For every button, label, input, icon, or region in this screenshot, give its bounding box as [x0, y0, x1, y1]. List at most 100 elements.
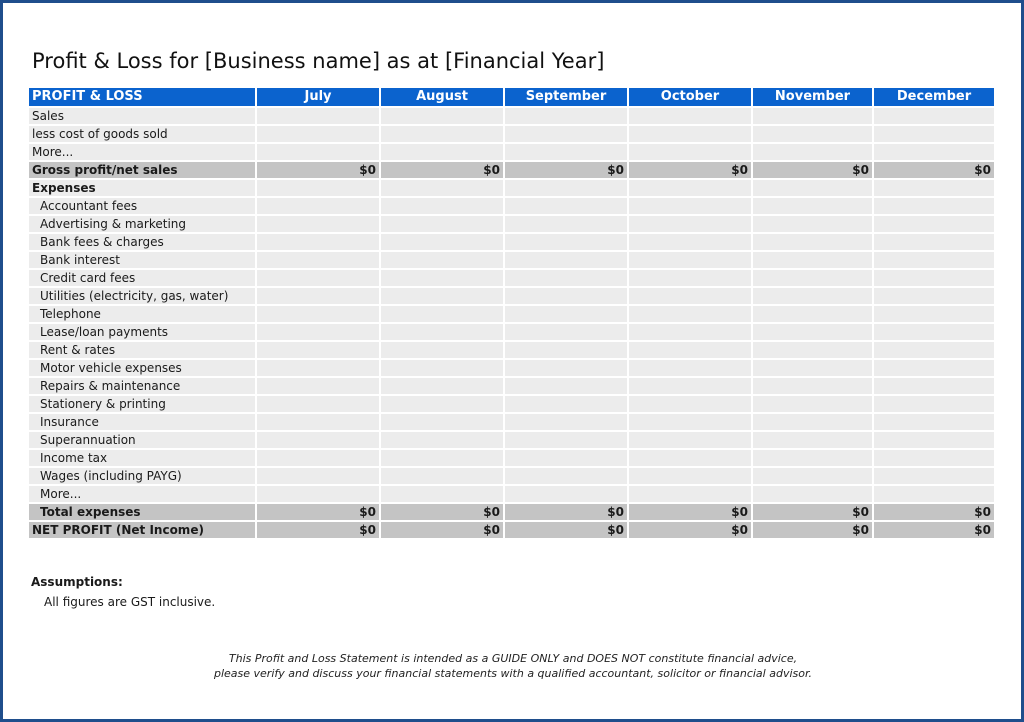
input-cell[interactable]	[505, 108, 629, 126]
input-cell[interactable]	[629, 414, 753, 432]
input-cell[interactable]	[629, 288, 753, 306]
input-cell[interactable]	[257, 126, 381, 144]
input-cell[interactable]	[257, 216, 381, 234]
input-cell[interactable]	[753, 252, 874, 270]
input-cell[interactable]	[505, 198, 629, 216]
input-cell[interactable]	[381, 306, 505, 324]
input-cell[interactable]	[753, 324, 874, 342]
input-cell[interactable]	[753, 216, 874, 234]
input-cell[interactable]	[257, 144, 381, 162]
input-cell[interactable]	[257, 378, 381, 396]
input-cell[interactable]	[753, 234, 874, 252]
input-cell[interactable]	[257, 414, 381, 432]
input-cell[interactable]	[381, 252, 505, 270]
input-cell[interactable]	[753, 306, 874, 324]
input-cell[interactable]	[629, 144, 753, 162]
input-cell[interactable]	[874, 414, 996, 432]
input-cell[interactable]	[629, 432, 753, 450]
input-cell[interactable]	[381, 288, 505, 306]
input-cell[interactable]	[381, 126, 505, 144]
input-cell[interactable]	[381, 414, 505, 432]
input-cell[interactable]	[629, 324, 753, 342]
input-cell[interactable]	[257, 108, 381, 126]
input-cell[interactable]	[505, 180, 629, 198]
input-cell[interactable]	[874, 360, 996, 378]
input-cell[interactable]	[381, 360, 505, 378]
input-cell[interactable]	[505, 324, 629, 342]
input-cell[interactable]	[874, 324, 996, 342]
input-cell[interactable]	[874, 306, 996, 324]
input-cell[interactable]	[505, 252, 629, 270]
input-cell[interactable]	[257, 360, 381, 378]
input-cell[interactable]	[629, 270, 753, 288]
input-cell[interactable]	[874, 144, 996, 162]
input-cell[interactable]	[257, 306, 381, 324]
input-cell[interactable]	[753, 414, 874, 432]
input-cell[interactable]	[257, 324, 381, 342]
input-cell[interactable]	[874, 342, 996, 360]
input-cell[interactable]	[874, 486, 996, 504]
input-cell[interactable]	[505, 414, 629, 432]
input-cell[interactable]	[753, 360, 874, 378]
input-cell[interactable]	[505, 396, 629, 414]
input-cell[interactable]	[505, 234, 629, 252]
input-cell[interactable]	[874, 396, 996, 414]
input-cell[interactable]	[753, 450, 874, 468]
input-cell[interactable]	[629, 450, 753, 468]
input-cell[interactable]	[505, 144, 629, 162]
input-cell[interactable]	[629, 342, 753, 360]
input-cell[interactable]	[753, 342, 874, 360]
input-cell[interactable]	[381, 432, 505, 450]
input-cell[interactable]	[629, 198, 753, 216]
input-cell[interactable]	[753, 180, 874, 198]
input-cell[interactable]	[874, 270, 996, 288]
input-cell[interactable]	[753, 432, 874, 450]
input-cell[interactable]	[381, 234, 505, 252]
input-cell[interactable]	[874, 198, 996, 216]
input-cell[interactable]	[753, 468, 874, 486]
input-cell[interactable]	[753, 288, 874, 306]
input-cell[interactable]	[629, 486, 753, 504]
input-cell[interactable]	[874, 216, 996, 234]
input-cell[interactable]	[505, 126, 629, 144]
input-cell[interactable]	[874, 288, 996, 306]
input-cell[interactable]	[257, 288, 381, 306]
input-cell[interactable]	[629, 180, 753, 198]
input-cell[interactable]	[381, 144, 505, 162]
input-cell[interactable]	[381, 396, 505, 414]
input-cell[interactable]	[874, 126, 996, 144]
input-cell[interactable]	[381, 378, 505, 396]
input-cell[interactable]	[257, 486, 381, 504]
input-cell[interactable]	[874, 180, 996, 198]
input-cell[interactable]	[505, 378, 629, 396]
input-cell[interactable]	[753, 486, 874, 504]
input-cell[interactable]	[505, 342, 629, 360]
input-cell[interactable]	[505, 432, 629, 450]
input-cell[interactable]	[505, 360, 629, 378]
input-cell[interactable]	[629, 126, 753, 144]
input-cell[interactable]	[874, 378, 996, 396]
input-cell[interactable]	[629, 108, 753, 126]
input-cell[interactable]	[629, 396, 753, 414]
input-cell[interactable]	[381, 216, 505, 234]
input-cell[interactable]	[381, 108, 505, 126]
input-cell[interactable]	[257, 234, 381, 252]
input-cell[interactable]	[381, 198, 505, 216]
input-cell[interactable]	[257, 342, 381, 360]
input-cell[interactable]	[505, 486, 629, 504]
input-cell[interactable]	[874, 450, 996, 468]
input-cell[interactable]	[874, 468, 996, 486]
input-cell[interactable]	[381, 324, 505, 342]
input-cell[interactable]	[257, 180, 381, 198]
input-cell[interactable]	[753, 108, 874, 126]
input-cell[interactable]	[753, 396, 874, 414]
input-cell[interactable]	[257, 270, 381, 288]
input-cell[interactable]	[874, 252, 996, 270]
input-cell[interactable]	[753, 126, 874, 144]
input-cell[interactable]	[257, 396, 381, 414]
input-cell[interactable]	[753, 198, 874, 216]
input-cell[interactable]	[381, 180, 505, 198]
input-cell[interactable]	[753, 378, 874, 396]
input-cell[interactable]	[505, 270, 629, 288]
input-cell[interactable]	[381, 342, 505, 360]
